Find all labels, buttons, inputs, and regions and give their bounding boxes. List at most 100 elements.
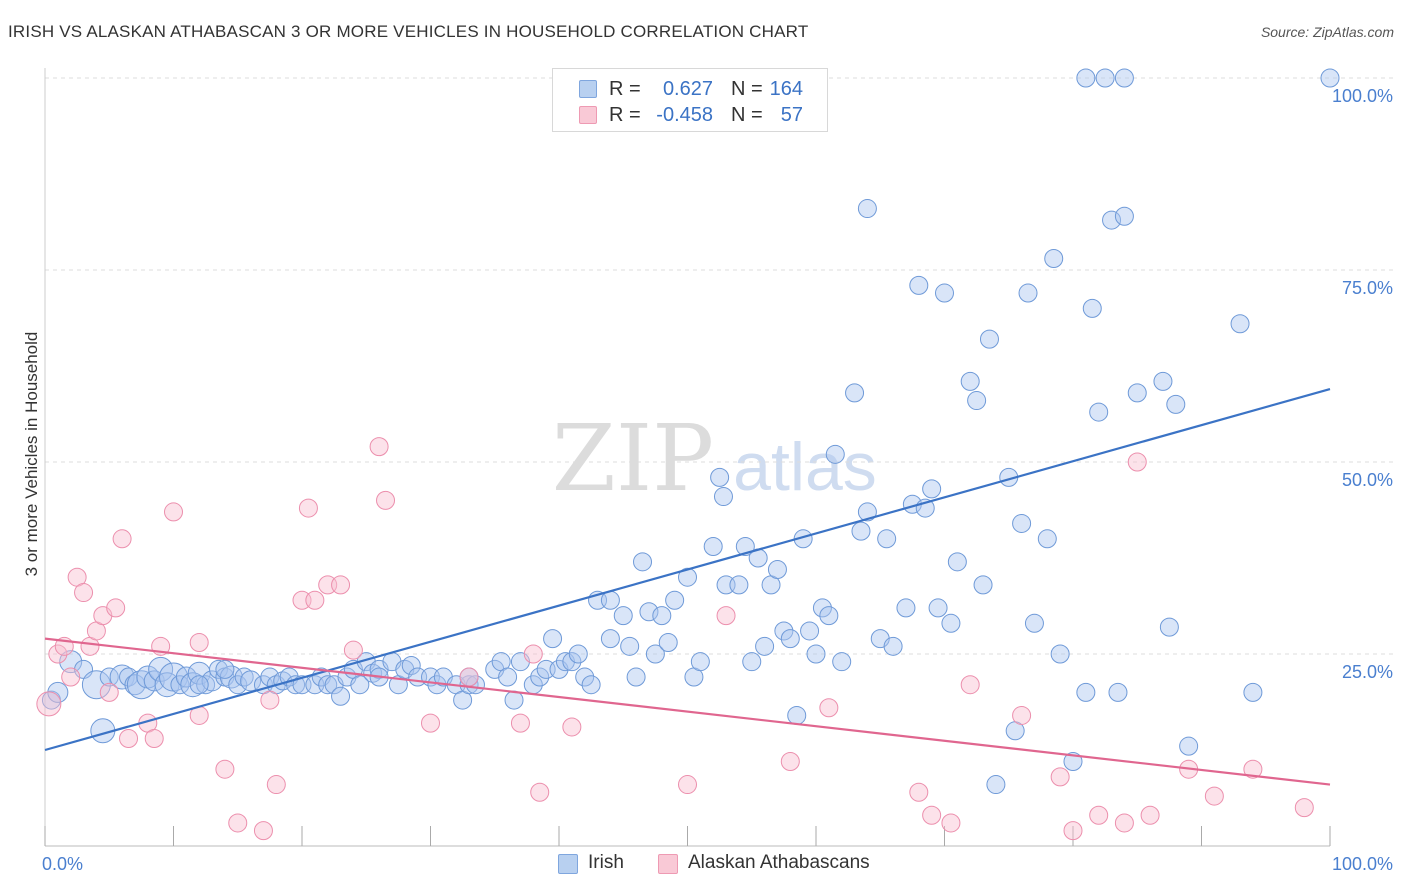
- irish-point: [1166, 394, 1186, 414]
- irish-point: [196, 675, 216, 695]
- athabascan-point: [459, 667, 479, 687]
- irish-point: [658, 632, 678, 652]
- irish-trend-line: [44, 387, 1331, 752]
- athabascan-point: [74, 583, 94, 603]
- irish-point: [941, 613, 961, 633]
- athabascan-point: [253, 821, 273, 841]
- athabascan-r-value: -0.458: [656, 104, 713, 126]
- irish-point: [81, 670, 111, 700]
- irish-point: [1037, 529, 1057, 549]
- y-tick-label: 25.0%: [1342, 662, 1393, 682]
- irish-point: [1179, 736, 1199, 756]
- irish-point: [896, 598, 916, 618]
- athabascan-point: [1089, 805, 1109, 825]
- irish-point: [652, 606, 672, 626]
- irish-point: [825, 444, 845, 464]
- athabascan-point: [119, 728, 139, 748]
- irish-point: [350, 675, 370, 695]
- athabascan-point: [1243, 759, 1263, 779]
- athabascan-point: [331, 575, 351, 595]
- irish-point: [742, 652, 762, 672]
- athabascan-point: [1012, 705, 1032, 725]
- legend-row-athabascan: R = -0.458 N = 57: [553, 100, 827, 126]
- athabascan-point: [909, 782, 929, 802]
- irish-point: [1076, 682, 1096, 702]
- athabascan-legend-swatch: [658, 854, 678, 874]
- irish-point: [819, 606, 839, 626]
- r-label: R =: [609, 78, 641, 100]
- watermark-zip: ZIP: [552, 405, 714, 512]
- irish-point: [1089, 402, 1109, 422]
- y-axis-label: 3 or more Vehicles in Household: [22, 331, 41, 577]
- athabascan-point: [260, 690, 280, 710]
- athabascan-point: [1050, 767, 1070, 787]
- irish-point: [498, 667, 518, 687]
- athabascan-point: [36, 691, 62, 717]
- athabascan-point: [298, 498, 318, 518]
- irish-point: [979, 329, 999, 349]
- irish-point: [713, 487, 733, 507]
- irish-swatch: [579, 80, 597, 98]
- irish-point: [1114, 206, 1134, 226]
- irish-point: [909, 275, 929, 295]
- irish-point: [331, 686, 351, 706]
- irish-point: [620, 636, 640, 656]
- irish-point: [1108, 682, 1128, 702]
- athabascan-point: [343, 640, 363, 660]
- irish-point: [1159, 617, 1179, 637]
- legend-row-irish: R = 0.627 N = 164: [553, 74, 827, 100]
- n-label: N =: [731, 78, 763, 100]
- irish-point: [851, 521, 871, 541]
- athabascan-point: [941, 813, 961, 833]
- athabascan-point: [922, 805, 942, 825]
- irish-point: [234, 667, 254, 687]
- irish-legend-label: Irish: [588, 852, 624, 873]
- athabascan-point: [819, 698, 839, 718]
- athabascan-trend-line: [44, 637, 1331, 786]
- irish-point: [1127, 383, 1147, 403]
- irish-point: [665, 590, 685, 610]
- athabascan-point: [1127, 452, 1147, 472]
- irish-point: [530, 667, 550, 687]
- irish-point: [1102, 210, 1122, 230]
- athabascan-point: [164, 502, 183, 522]
- athabascan-point: [1294, 798, 1314, 818]
- irish-point: [562, 652, 582, 672]
- irish-point: [59, 650, 83, 674]
- irish-point: [581, 675, 601, 695]
- irish-point: [877, 529, 897, 549]
- athabascan-point: [106, 598, 126, 618]
- irish-point: [543, 629, 563, 649]
- athabascan-point: [960, 675, 980, 695]
- athabascan-point: [530, 782, 550, 802]
- athabascan-legend-label: Alaskan Athabascans: [688, 852, 870, 873]
- irish-point: [1114, 68, 1134, 88]
- irish-point: [928, 598, 948, 618]
- irish-point: [973, 575, 993, 595]
- athabascan-point: [1204, 786, 1224, 806]
- irish-point: [401, 656, 421, 676]
- irish-point: [99, 667, 119, 687]
- athabascan-point: [48, 644, 68, 664]
- irish-point: [832, 652, 852, 672]
- series-legend: Irish Alaskan Athabascans: [0, 852, 1406, 876]
- irish-point: [318, 675, 338, 695]
- irish-point: [845, 383, 865, 403]
- irish-point: [613, 606, 633, 626]
- athabascan-point: [1114, 813, 1134, 833]
- athabascan-point: [678, 775, 697, 795]
- irish-point: [240, 670, 262, 692]
- irish-point: [1243, 682, 1263, 702]
- athabascan-point: [305, 590, 325, 610]
- irish-point: [1082, 298, 1102, 318]
- athabascan-point: [215, 759, 235, 779]
- athabascan-point: [510, 713, 530, 733]
- irish-point: [935, 283, 954, 303]
- athabascan-point: [1140, 805, 1160, 825]
- irish-point: [710, 467, 730, 487]
- irish-point: [755, 636, 775, 656]
- athabascan-point: [266, 775, 286, 795]
- source-label[interactable]: Source: ZipAtlas.com: [1260, 24, 1394, 40]
- athabascan-point: [189, 632, 209, 652]
- irish-r-value: 0.627: [662, 78, 713, 100]
